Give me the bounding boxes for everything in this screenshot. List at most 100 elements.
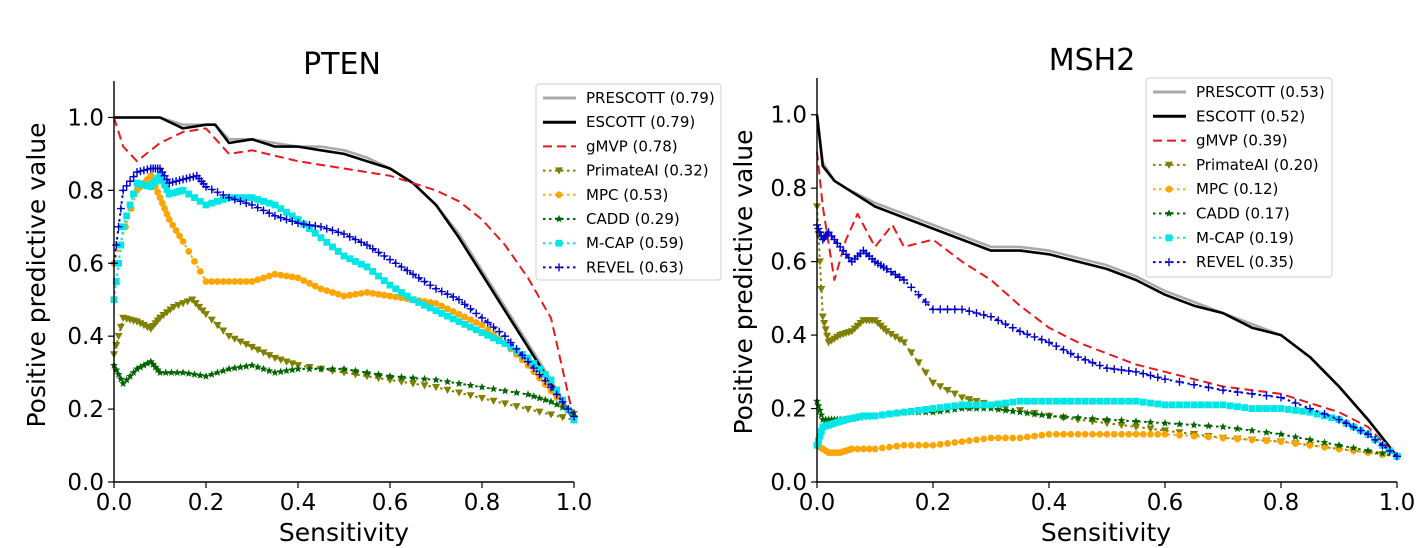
msh2-series-revel-point xyxy=(1037,335,1046,344)
msh2-x-tick-label: 0.8 xyxy=(1263,490,1300,516)
msh2-series-revel-point xyxy=(972,309,981,318)
pten-series-mpc-point xyxy=(248,278,256,285)
msh2-series-cadd-point xyxy=(821,415,830,423)
msh2-legend-revel-name: REVEL xyxy=(1196,253,1249,271)
pten-series-mpc-point xyxy=(317,285,325,293)
msh2-legend-revel-marker xyxy=(1165,258,1173,267)
msh2-x-tick-label: 0.4 xyxy=(1031,490,1068,516)
pten-series-primateai-point xyxy=(409,380,417,388)
pten-series-primateai-point xyxy=(259,349,268,357)
msh2-series-primateai-point xyxy=(936,383,945,391)
pten-series-mpc-point xyxy=(185,248,193,255)
pten-series-revel-point xyxy=(501,332,509,341)
pten-series-mpc-point xyxy=(169,221,177,229)
msh2-series-m-cap-point xyxy=(1016,397,1024,405)
msh2-series-revel-point xyxy=(1364,430,1372,439)
msh2-series-cadd-point xyxy=(1262,428,1271,436)
msh2-series-m-cap-point xyxy=(1190,401,1198,409)
pten-series-m-cap-point xyxy=(248,194,256,202)
pten-series-mpc-point xyxy=(161,205,169,212)
pten-legend-mpc: MPC (0.53) xyxy=(543,186,668,204)
pten-series-revel-point xyxy=(478,313,486,322)
pten-legend-mpc-marker xyxy=(555,191,563,199)
pten-series-cadd-point xyxy=(420,374,429,383)
msh2-series-mpc-point xyxy=(1161,430,1169,438)
pten-legend-primateai-label: PrimateAI (0.32) xyxy=(586,162,709,180)
pten-legend-prescott: PRESCOTT (0.79) xyxy=(543,89,715,107)
msh2-series-revel-point xyxy=(1146,371,1155,380)
msh2-series-cadd-point xyxy=(1190,420,1198,429)
msh2-series-mpc-point xyxy=(1089,430,1096,438)
pten-series-revel-point xyxy=(305,220,314,229)
pten-series-m-cap-point xyxy=(126,201,134,209)
pten-series-m-cap-point xyxy=(112,278,120,285)
pten-series-mpc-point xyxy=(156,194,164,202)
msh2-series-revel-point xyxy=(1204,383,1213,392)
pten-series-primateai-point xyxy=(253,346,262,354)
msh2-series-m-cap-point xyxy=(855,413,863,421)
msh2-title: MSH2 xyxy=(1049,43,1136,78)
msh2-series-revel-point xyxy=(1066,349,1075,358)
msh2-series-mpc-point xyxy=(1096,430,1104,438)
msh2-series-revel-point xyxy=(1124,366,1133,375)
msh2-series-mpc-point xyxy=(973,436,980,444)
msh2-series-mpc-point xyxy=(994,434,1002,442)
pten-series-revel-point xyxy=(133,168,141,177)
pten-legend-m-cap-auc: (0.59) xyxy=(639,234,684,252)
pten-series-revel xyxy=(110,164,578,421)
pten-series-cadd-point xyxy=(328,364,337,373)
pten-series-mpc-point xyxy=(375,290,382,298)
pten-series-cadd-point xyxy=(133,364,141,373)
pten-x-tick-label: 1.0 xyxy=(556,490,593,516)
msh2-legend-mpc: MPC (0.12) xyxy=(1153,180,1278,198)
pten-series-m-cap-point xyxy=(444,312,451,320)
pten-series-revel-point xyxy=(189,172,198,181)
pten-series-mpc-point xyxy=(277,271,285,279)
pten-series-revel-line xyxy=(113,167,575,418)
pten-legend-escott: ESCOTT (0.79) xyxy=(543,113,695,131)
msh2-series-m-cap-point xyxy=(907,407,915,415)
pten-series-mpc-point xyxy=(283,272,290,280)
msh2-series-cadd-point xyxy=(1364,446,1372,455)
pten-series-cadd-point xyxy=(173,368,182,376)
pten-series-primateai-point xyxy=(143,323,152,332)
msh2-legend-revel-label: REVEL (0.35) xyxy=(1196,253,1294,271)
pten-series-m-cap-point xyxy=(455,318,463,325)
pten-legend-primateai-marker xyxy=(555,167,563,175)
msh2-series-revel-point xyxy=(814,224,823,233)
msh2-series-cadd-point xyxy=(817,410,826,419)
msh2-legend-gmvp-auc: (0.39) xyxy=(1243,132,1288,150)
pten-x-tick-label: 0.2 xyxy=(188,490,225,516)
pten-series-m-cap-point xyxy=(283,208,290,216)
pten-series-mpc-point xyxy=(363,289,371,296)
pten-series-primateai-point xyxy=(432,384,440,392)
pten-series-primateai-point xyxy=(191,300,200,308)
pten-series-mpc-point xyxy=(357,289,365,297)
pten-series-cadd-point xyxy=(184,369,193,377)
msh2-series-revel-point xyxy=(1052,342,1061,351)
msh2-series-m-cap-point xyxy=(1103,397,1111,405)
pten-series-prescott-line xyxy=(114,116,576,421)
msh2-series-m-cap-point xyxy=(994,400,1002,408)
msh2-legend-primateai-auc: (0.20) xyxy=(1273,156,1318,174)
msh2-series-m-cap-point xyxy=(1060,397,1067,405)
msh2-series-revel-point xyxy=(1132,367,1140,376)
pten-series-m-cap-point xyxy=(137,180,144,188)
msh2-legend-escott: ESCOTT (0.52) xyxy=(1153,107,1305,125)
pten-series-m-cap-point xyxy=(495,337,503,345)
msh2-series-mpc-point xyxy=(878,444,886,452)
msh2-series-primateai-point xyxy=(907,349,916,357)
msh2-series-mpc-point xyxy=(1023,433,1031,441)
msh2-series-revel-point xyxy=(1059,345,1068,354)
msh2-series-revel-point xyxy=(1233,388,1242,397)
msh2-series-mpc-point xyxy=(980,435,988,443)
msh2-series-revel-point xyxy=(1081,355,1090,364)
msh2-series-mpc-point xyxy=(915,441,922,449)
msh2-series-mpc-point xyxy=(1125,430,1133,438)
msh2-series-revel-point xyxy=(987,312,995,321)
pten-series-prescott xyxy=(114,116,576,421)
pten-series-revel-point xyxy=(512,344,521,353)
msh2-series-revel-point xyxy=(882,264,891,273)
msh2-series-m-cap-point xyxy=(846,415,854,423)
msh2-legend-gmvp: gMVP (0.39) xyxy=(1153,132,1288,150)
